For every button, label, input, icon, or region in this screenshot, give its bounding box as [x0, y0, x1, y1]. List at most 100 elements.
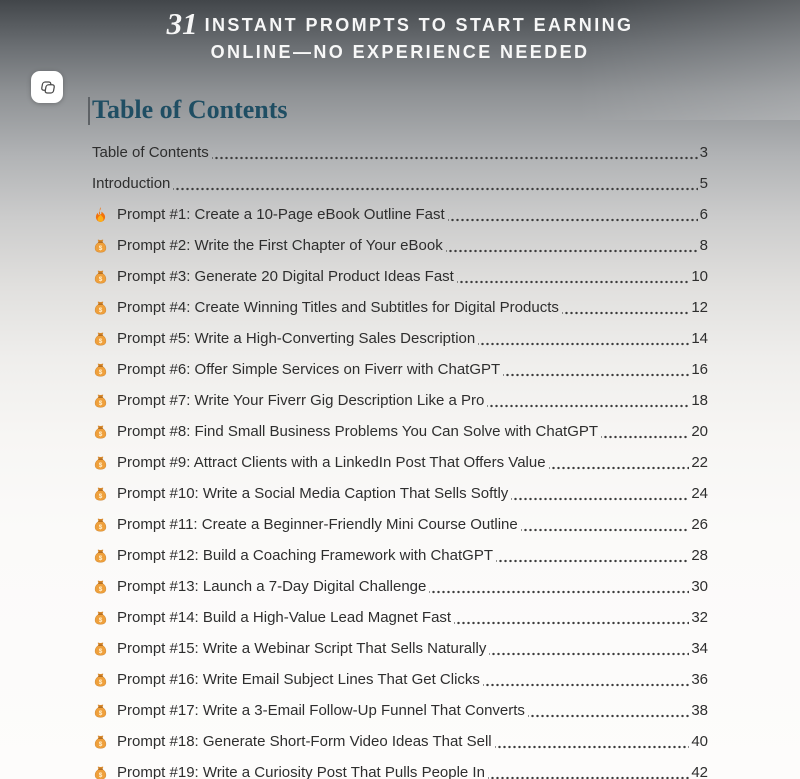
toc-entry-page-number: 30 [691, 578, 708, 595]
money-bag-icon: $ [92, 423, 109, 440]
toc-leader-dots [454, 602, 690, 633]
toc-entry[interactable]: $ Prompt #15: Write a Webinar Script Tha… [92, 633, 708, 664]
header-number: 31 [166, 6, 198, 41]
toc-leader-dots [496, 540, 690, 571]
document-header-banner: 31 INSTANT PROMPTS TO START EARNING ONLIN… [0, 0, 800, 66]
toc-entry-label: Prompt #10: Write a Social Media Caption… [117, 485, 509, 502]
svg-text:$: $ [99, 772, 103, 779]
toc-entry[interactable]: $ Prompt #5: Write a High-Converting Sal… [92, 323, 708, 354]
toc-entry-label: Prompt #11: Create a Beginner-Friendly M… [117, 516, 518, 533]
svg-text:$: $ [99, 276, 103, 283]
toc-leader-dots [447, 199, 698, 230]
toc-leader-dots [445, 230, 698, 261]
toc-entry-label: Prompt #18: Generate Short-Form Video Id… [117, 733, 492, 750]
toc-entry[interactable]: $ Prompt #7: Write Your Fiverr Gig Descr… [92, 385, 708, 416]
toc-entry[interactable]: $ Prompt #2: Write the First Chapter of … [92, 230, 708, 261]
svg-text:$: $ [99, 679, 103, 686]
money-bag-icon: $ [92, 640, 109, 657]
toc-entry-label: Prompt #1: Create a 10-Page eBook Outlin… [117, 206, 445, 223]
money-bag-icon: $ [92, 330, 109, 347]
page-content: Table of Contents Table of Contents 3 Intr… [88, 95, 708, 779]
toc-entry-page-number: 12 [691, 299, 708, 316]
toc-entry[interactable]: $ Prompt #8: Find Small Business Problem… [92, 416, 708, 447]
toc-entry[interactable]: $ Prompt #17: Write a 3-Email Follow-Up … [92, 695, 708, 726]
toc-entry-label: Prompt #19: Write a Curiosity Post That … [117, 764, 485, 779]
toc-entry[interactable]: $ Prompt #14: Build a High-Value Lead Ma… [92, 602, 708, 633]
toc-entry-label: Prompt #4: Create Winning Titles and Sub… [117, 299, 559, 316]
money-bag-icon: $ [92, 547, 109, 564]
toc-entry[interactable]: $ Prompt #11: Create a Beginner-Friendly… [92, 509, 708, 540]
toc-entry-page-number: 3 [699, 144, 708, 161]
toc-entry-label: Prompt #16: Write Email Subject Lines Th… [117, 671, 480, 688]
toc-entry[interactable]: $ Prompt #4: Create Winning Titles and S… [92, 292, 708, 323]
toc-entry-label: Prompt #2: Write the First Chapter of Yo… [117, 237, 443, 254]
svg-text:$: $ [99, 493, 103, 500]
svg-text:$: $ [99, 369, 103, 376]
toc-entry-page-number: 10 [691, 268, 708, 285]
copilot-button[interactable] [31, 71, 63, 103]
toc-leader-dots [429, 571, 690, 602]
svg-text:$: $ [99, 586, 103, 593]
money-bag-icon: $ [92, 671, 109, 688]
copilot-icon [40, 80, 55, 94]
toc-entry[interactable]: $ Prompt #18: Generate Short-Form Video … [92, 726, 708, 757]
toc-entry[interactable]: Prompt #1: Create a 10-Page eBook Outlin… [92, 199, 708, 230]
toc-entry-page-number: 22 [691, 454, 708, 471]
svg-text:$: $ [99, 245, 103, 252]
toc-entry[interactable]: $ Prompt #10: Write a Social Media Capti… [92, 478, 708, 509]
toc-leader-dots [173, 168, 698, 199]
toc-entry[interactable]: $ Prompt #3: Generate 20 Digital Product… [92, 261, 708, 292]
money-bag-icon: $ [92, 237, 109, 254]
toc-entry[interactable]: $ Prompt #13: Launch a 7-Day Digital Cha… [92, 571, 708, 602]
toc-entry[interactable]: Introduction 5 [92, 168, 708, 199]
toc-entry-label: Prompt #17: Write a 3-Email Follow-Up Fu… [117, 702, 525, 719]
money-bag-icon: $ [92, 268, 109, 285]
toc-entry-label: Prompt #6: Offer Simple Services on Five… [117, 361, 501, 378]
toc-entry-page-number: 20 [691, 423, 708, 440]
toc-entry[interactable]: $ Prompt #19: Write a Curiosity Post Tha… [92, 757, 708, 779]
money-bag-icon: $ [92, 516, 109, 533]
money-bag-icon: $ [92, 578, 109, 595]
toc-entry-label: Prompt #5: Write a High-Converting Sales… [117, 330, 476, 347]
toc-leader-dots [601, 416, 690, 447]
toc-entry-page-number: 24 [691, 485, 708, 502]
toc-entry-label: Prompt #13: Launch a 7-Day Digital Chall… [117, 578, 427, 595]
toc-entry-page-number: 34 [691, 640, 708, 657]
toc-leader-dots [561, 292, 690, 323]
money-bag-icon: $ [92, 485, 109, 502]
toc-entry[interactable]: $ Prompt #6: Offer Simple Services on Fi… [92, 354, 708, 385]
toc-leader-dots [478, 323, 690, 354]
money-bag-icon: $ [92, 702, 109, 719]
toc-entry-page-number: 32 [691, 609, 708, 626]
toc-leader-dots [527, 695, 690, 726]
toc-entry-label: Prompt #14: Build a High-Value Lead Magn… [117, 609, 452, 626]
svg-text:$: $ [99, 462, 103, 469]
toc-entry-page-number: 6 [699, 206, 708, 223]
svg-text:$: $ [99, 524, 103, 531]
toc-entry[interactable]: $ Prompt #9: Attract Clients with a Link… [92, 447, 708, 478]
toc-entry-page-number: 14 [691, 330, 708, 347]
toc-leader-dots [211, 137, 698, 168]
toc-entry-page-number: 16 [691, 361, 708, 378]
toc-entry-page-number: 28 [691, 547, 708, 564]
header-title-line1: INSTANT PROMPTS TO START EARNING [204, 15, 634, 35]
svg-text:$: $ [99, 400, 103, 407]
svg-text:$: $ [99, 648, 103, 655]
toc-entry-page-number: 18 [691, 392, 708, 409]
toc-entry-label: Prompt #9: Attract Clients with a Linked… [117, 454, 546, 471]
svg-text:$: $ [99, 338, 103, 345]
toc-entry-page-number: 42 [691, 764, 708, 779]
toc-entry[interactable]: $ Prompt #16: Write Email Subject Lines … [92, 664, 708, 695]
toc-list: Table of Contents 3 Introduction 5 Prompt #… [92, 137, 708, 779]
svg-text:$: $ [99, 617, 103, 624]
toc-entry-label: Prompt #3: Generate 20 Digital Product I… [117, 268, 454, 285]
toc-leader-dots [503, 354, 690, 385]
svg-text:$: $ [99, 431, 103, 438]
toc-leader-dots [456, 261, 690, 292]
toc-entry[interactable]: $ Prompt #12: Build a Coaching Framework… [92, 540, 708, 571]
toc-entry[interactable]: Table of Contents 3 [92, 137, 708, 168]
toc-entry-page-number: 38 [691, 702, 708, 719]
toc-leader-dots [487, 385, 690, 416]
money-bag-icon: $ [92, 299, 109, 316]
money-bag-icon: $ [92, 454, 109, 471]
